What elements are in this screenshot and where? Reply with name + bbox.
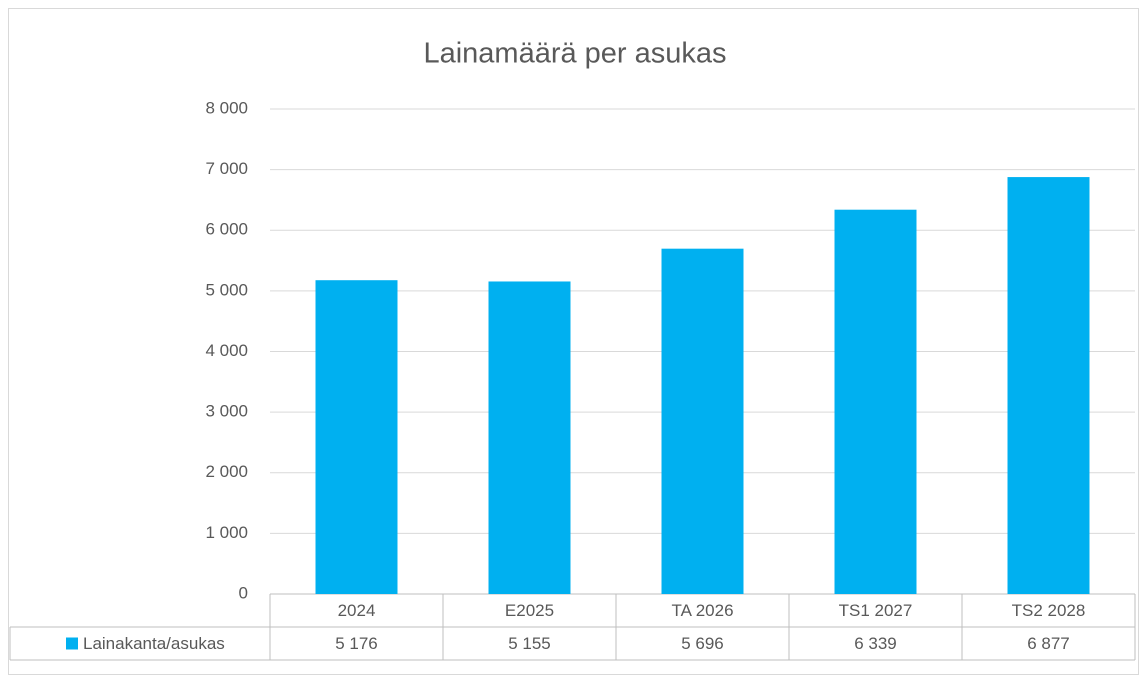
x-tick-label: TS1 2027 [839, 601, 913, 620]
x-tick-label: E2025 [505, 601, 554, 620]
y-tick-label: 0 [239, 583, 248, 602]
x-tick-label: TA 2026 [671, 601, 733, 620]
y-tick-label: 7 000 [205, 159, 248, 178]
y-tick-label: 8 000 [205, 98, 248, 117]
bar [1007, 177, 1090, 594]
data-table-value: 5 155 [508, 634, 551, 653]
bar [834, 209, 917, 594]
y-tick-label: 2 000 [205, 462, 248, 481]
bar [315, 280, 398, 594]
bar [661, 248, 744, 594]
data-table-value: 6 339 [854, 634, 897, 653]
y-tick-label: 3 000 [205, 402, 248, 421]
y-tick-label: 6 000 [205, 220, 248, 239]
y-tick-label: 5 000 [205, 280, 248, 299]
bar [488, 281, 571, 594]
x-tick-label: TS2 2028 [1012, 601, 1086, 620]
data-table-value: 5 176 [335, 634, 378, 653]
chart-border [8, 8, 1139, 675]
legend-label: Lainakanta/asukas [83, 634, 225, 653]
data-table-value: 5 696 [681, 634, 724, 653]
legend-key [66, 637, 78, 650]
data-table-value: 6 877 [1027, 634, 1070, 653]
x-tick-label: 2024 [338, 601, 376, 620]
y-tick-label: 4 000 [205, 341, 248, 360]
y-tick-label: 1 000 [205, 523, 248, 542]
chart-title: Lainamäärä per asukas [423, 38, 726, 70]
